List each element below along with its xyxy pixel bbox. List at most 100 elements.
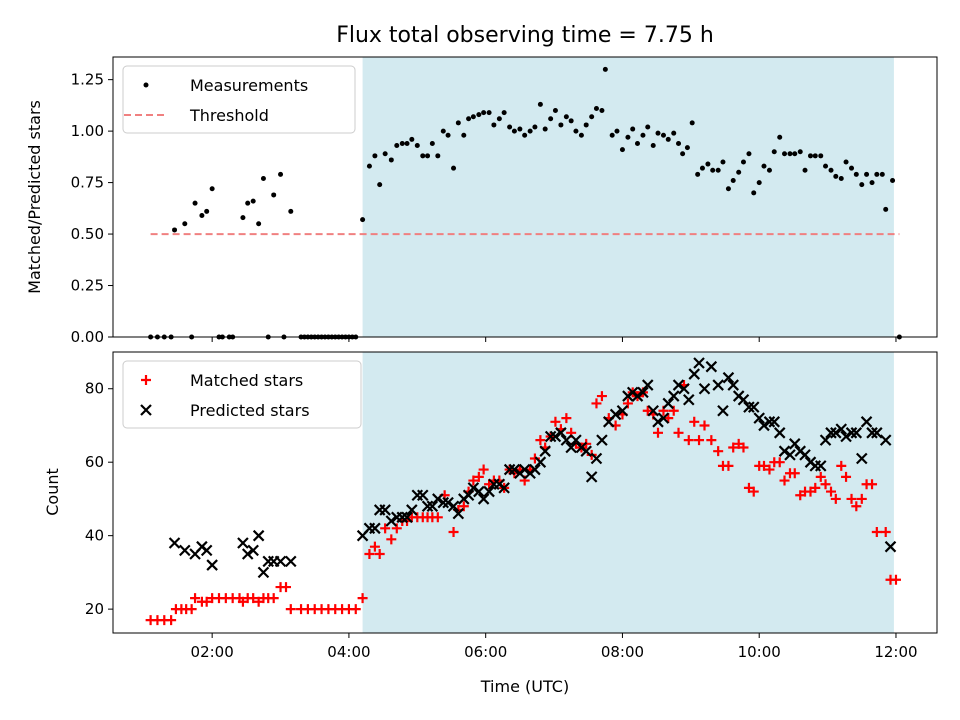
matched-star-point xyxy=(248,593,259,604)
measurement-point xyxy=(589,114,595,120)
measurement-point xyxy=(660,132,666,138)
measurement-point xyxy=(435,153,441,159)
measurement-point xyxy=(429,140,435,146)
x-axis-label: Time (UTC) xyxy=(480,677,569,696)
matched-star-point xyxy=(596,391,607,402)
predicted-star-point xyxy=(784,449,796,461)
matched-star-point xyxy=(642,405,653,416)
predicted-star-point xyxy=(840,430,852,443)
measurement-point xyxy=(736,169,742,175)
measurement-point xyxy=(725,186,731,192)
measurement-point xyxy=(204,208,210,214)
measurement-point xyxy=(470,114,476,120)
measurement-point xyxy=(684,145,690,151)
measurement-point xyxy=(695,171,701,177)
matched-star-point xyxy=(764,464,775,475)
count-y-tick-label: 80 xyxy=(85,380,104,398)
predicted-star-point xyxy=(442,496,454,509)
predicted-star-point xyxy=(508,463,521,476)
measurement-point xyxy=(720,159,726,165)
matched-star-point xyxy=(550,416,561,427)
measurement-point xyxy=(522,132,528,138)
measurement-point xyxy=(209,186,215,192)
measurement-point xyxy=(853,171,859,177)
measurement-point xyxy=(645,124,651,130)
predicted-star-point xyxy=(241,548,254,560)
predicted-star-point xyxy=(274,555,287,568)
predicted-star-point xyxy=(819,434,832,446)
x-tick-label: 04:00 xyxy=(327,643,370,661)
predicted-star-point xyxy=(717,404,729,417)
measurement-point xyxy=(838,175,844,181)
predicted-star-point xyxy=(462,489,475,502)
legend-label: Predicted stars xyxy=(190,401,310,420)
matched-star-point xyxy=(357,593,368,604)
predicted-star-point xyxy=(560,434,573,446)
ratio-y-tick-label: 0.75 xyxy=(71,174,104,192)
measurement-point xyxy=(372,153,378,159)
measurement-point xyxy=(409,136,415,142)
predicted-star-point xyxy=(652,416,664,428)
matched-star-point xyxy=(268,593,279,604)
measurement-point xyxy=(699,165,705,171)
predicted-star-point xyxy=(631,390,644,402)
measurement-point xyxy=(583,122,589,128)
measurement-point xyxy=(271,192,277,198)
ratio-y-tick-label: 1.25 xyxy=(71,71,104,89)
measurement-point xyxy=(558,122,564,128)
predicted-star-point xyxy=(565,441,577,454)
measurement-point xyxy=(455,120,461,126)
predicted-star-point xyxy=(778,445,791,457)
measurement-point xyxy=(440,128,446,134)
x-tick-label: 06:00 xyxy=(464,643,507,661)
measurement-point xyxy=(689,120,695,126)
predicted-star-point xyxy=(688,368,701,380)
measurement-point xyxy=(843,159,849,165)
predicted-star-point xyxy=(830,427,842,439)
predicted-star-point xyxy=(539,445,551,457)
matched-star-point xyxy=(653,427,664,438)
predicted-star-point xyxy=(845,427,858,439)
measurement-point xyxy=(260,175,266,181)
measurement-point xyxy=(833,173,839,179)
measurement-point xyxy=(818,153,824,159)
measurement-point xyxy=(288,208,294,214)
matched-star-point xyxy=(789,468,800,479)
predicted-star-point xyxy=(705,360,718,373)
predicted-star-point xyxy=(788,438,801,450)
measurement-point xyxy=(650,143,656,149)
predicted-star-point xyxy=(850,427,863,439)
predicted-star-point xyxy=(884,540,897,553)
predicted-star-point xyxy=(773,427,786,439)
measurement-point xyxy=(425,153,431,159)
ratio-y-tick-label: 0.25 xyxy=(71,277,104,295)
predicted-star-point xyxy=(200,544,213,557)
predicted-star-point xyxy=(452,507,465,520)
predicted-star-point xyxy=(555,427,567,439)
measurement-point xyxy=(414,143,420,149)
predicted-star-point xyxy=(549,430,562,443)
measurement-point xyxy=(256,221,262,227)
measurement-point xyxy=(192,200,198,206)
measurement-point xyxy=(614,128,620,134)
predicted-star-point xyxy=(678,382,690,395)
predicted-star-point xyxy=(693,357,705,369)
matched-star-point xyxy=(561,413,572,424)
measurement-point xyxy=(634,140,640,146)
matched-star-point xyxy=(186,604,197,615)
measurement-point xyxy=(630,126,636,132)
predicted-star-point xyxy=(743,401,755,413)
predicted-star-point xyxy=(860,416,873,428)
matched-star-point xyxy=(694,435,705,446)
matched-star-point xyxy=(380,523,391,534)
measurement-point xyxy=(879,171,885,177)
ratio-axes-frame xyxy=(112,56,938,338)
measurement-point xyxy=(715,167,721,173)
predicted-star-point xyxy=(585,471,598,483)
predicted-star-point xyxy=(722,371,735,384)
measurement-point xyxy=(625,134,631,140)
measurement-point xyxy=(278,171,284,177)
measurement-point xyxy=(807,153,813,159)
matched-star-point xyxy=(880,526,891,537)
matched-star-point xyxy=(890,574,901,585)
